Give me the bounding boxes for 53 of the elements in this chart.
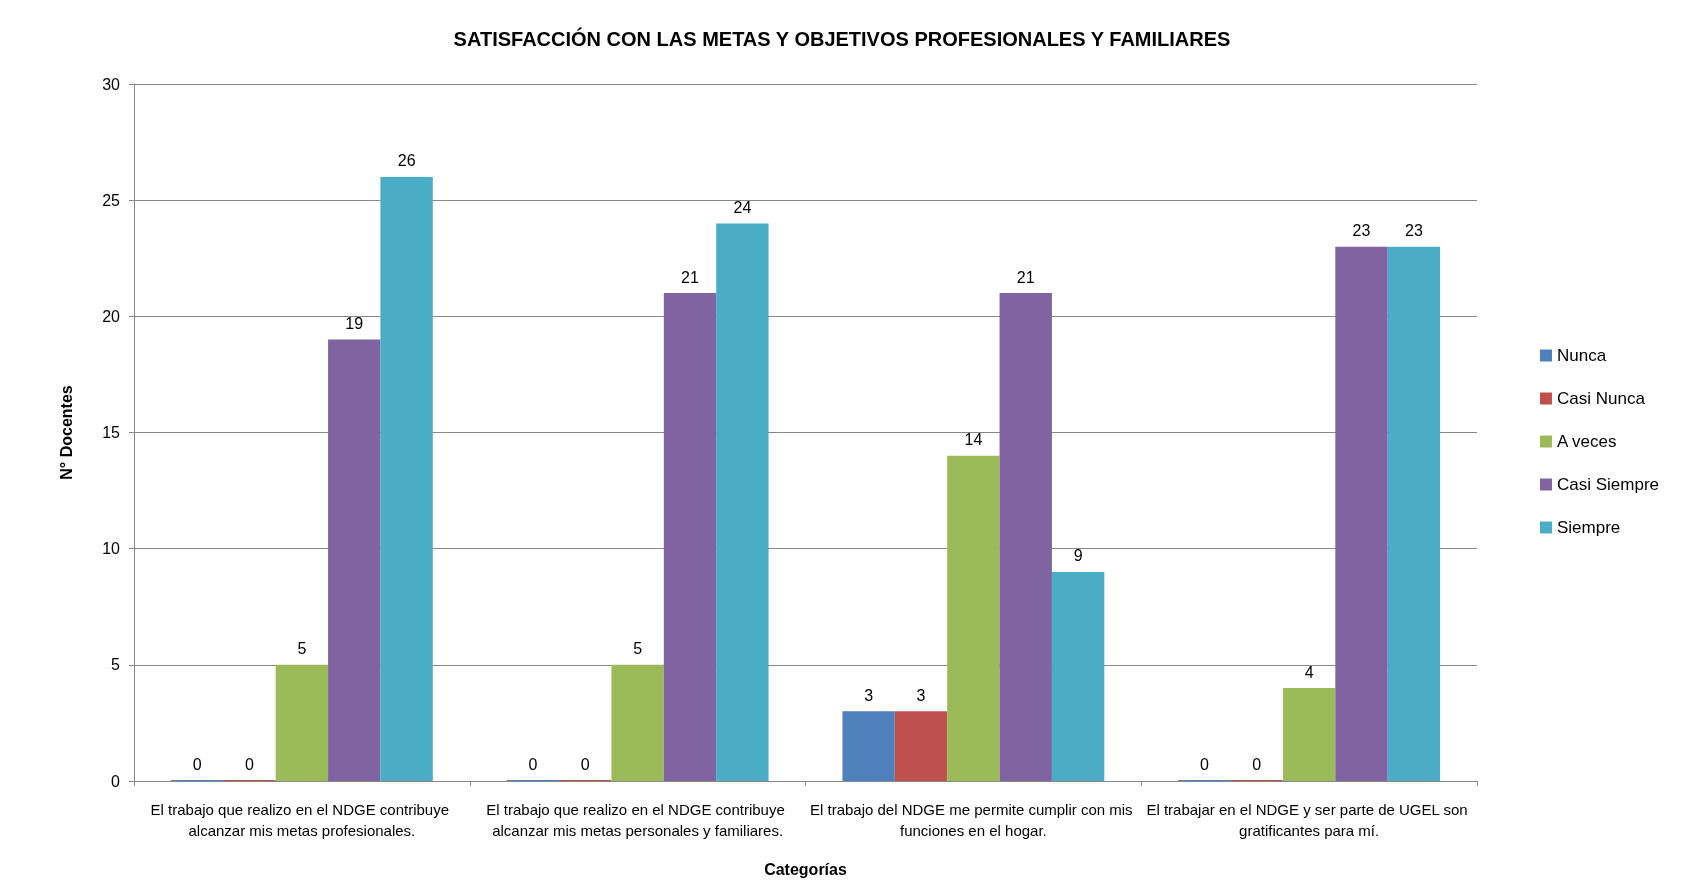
y-tick-label: 10 bbox=[102, 540, 121, 558]
bar bbox=[947, 455, 1000, 781]
x-axis-title: Categorías bbox=[764, 860, 847, 878]
y-tick-label: 0 bbox=[111, 772, 121, 790]
data-label: 0 bbox=[245, 755, 255, 773]
bar bbox=[380, 176, 433, 781]
data-label: 14 bbox=[964, 431, 983, 449]
legend-label: A veces bbox=[1556, 432, 1617, 451]
y-axis-title: N° Docentes bbox=[57, 385, 75, 480]
legend-label: Nunca bbox=[1556, 346, 1607, 365]
x-tick-label: El trabajo que realizo en el NDGE contribuye alcanzar mis metas personales y familiares. bbox=[486, 801, 789, 839]
y-tick-label: 20 bbox=[102, 307, 121, 325]
data-label: 5 bbox=[633, 640, 643, 658]
data-label: 3 bbox=[916, 686, 926, 704]
bar bbox=[663, 293, 717, 781]
x-tick-label: El trabajar en el NDGE y ser parte de UGEL son gratificantes para mí. bbox=[1146, 801, 1472, 839]
bar bbox=[1282, 688, 1336, 781]
y-tick-label: 5 bbox=[111, 656, 121, 674]
data-label: 19 bbox=[345, 315, 364, 333]
data-label: 0 bbox=[1199, 755, 1209, 773]
data-label: 9 bbox=[1073, 547, 1083, 565]
bar bbox=[1387, 246, 1441, 781]
data-label: 24 bbox=[733, 198, 752, 216]
y-tick-label: 25 bbox=[102, 191, 121, 209]
bar bbox=[1051, 571, 1105, 781]
bar bbox=[611, 664, 664, 781]
y-tick-label: 30 bbox=[102, 75, 121, 93]
x-tick-label: El trabajo que realizo en el NDGE contribuye alcanzar mis metas profesionales. bbox=[150, 801, 454, 839]
data-label: 21 bbox=[1016, 268, 1035, 286]
data-label: 3 bbox=[864, 686, 874, 704]
bar bbox=[716, 223, 769, 781]
data-label: 0 bbox=[580, 755, 590, 773]
data-label: 4 bbox=[1304, 663, 1314, 681]
y-tick-label: 15 bbox=[102, 424, 121, 441]
legend-label: Siempre bbox=[1556, 518, 1621, 537]
data-label: 23 bbox=[1352, 222, 1371, 240]
data-label: 5 bbox=[297, 640, 307, 658]
x-tick-label: El trabajo del NDGE me permite cumplir con mis funciones en el hogar. bbox=[809, 801, 1137, 839]
data-label: 0 bbox=[192, 755, 202, 773]
bar bbox=[1335, 246, 1388, 781]
legend-label: Casi Nunca bbox=[1556, 389, 1646, 408]
data-label: 21 bbox=[681, 268, 699, 286]
legend-label: Casi Siempre bbox=[1556, 475, 1660, 494]
bar bbox=[328, 339, 381, 781]
bar bbox=[894, 711, 948, 781]
bar bbox=[275, 664, 329, 781]
bar bbox=[842, 711, 895, 781]
chart-title: SATISFACCIÓN CON LAS METAS Y OBJETIVOS PROFESIONALES Y FAMILIARES bbox=[453, 27, 1231, 50]
data-label: 23 bbox=[1404, 222, 1423, 240]
bar bbox=[999, 293, 1052, 781]
data-label: 26 bbox=[397, 152, 416, 170]
data-label: 0 bbox=[1252, 755, 1262, 773]
data-label: 0 bbox=[528, 755, 538, 773]
